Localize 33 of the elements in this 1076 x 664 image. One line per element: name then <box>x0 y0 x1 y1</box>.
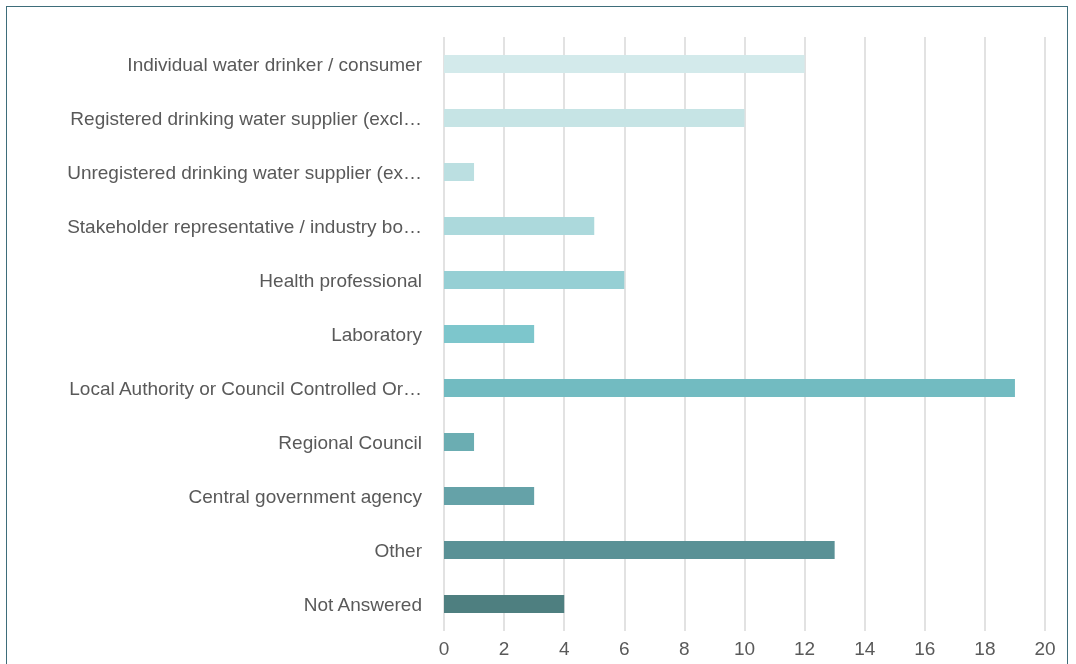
y-tick-label: Regional Council <box>278 431 422 453</box>
x-tick-label: 6 <box>619 638 630 659</box>
bar <box>444 487 535 505</box>
x-tick-label: 14 <box>854 638 876 659</box>
x-tick-label: 20 <box>1034 638 1056 659</box>
bar <box>444 433 475 451</box>
bar <box>444 163 475 181</box>
y-tick-label: Other <box>374 539 423 561</box>
y-tick-label: Local Authority or Council Controlled Or… <box>69 377 422 399</box>
y-tick-label: Not Answered <box>303 593 422 615</box>
bar <box>444 325 535 343</box>
y-tick-label: Unregistered drinking water supplier (ex… <box>67 161 422 183</box>
bar <box>444 541 835 559</box>
bar <box>444 55 805 73</box>
bar <box>444 271 625 289</box>
bar <box>444 109 745 127</box>
y-tick-label: Health professional <box>259 269 422 291</box>
x-tick-label: 2 <box>498 638 510 659</box>
bar <box>444 595 565 613</box>
x-tick-label: 4 <box>558 638 570 659</box>
bar <box>444 379 1015 397</box>
x-tick-label: 16 <box>914 638 936 659</box>
x-tick-label: 12 <box>794 638 816 659</box>
y-tick-label: Registered drinking water supplier (excl… <box>70 107 422 129</box>
y-tick-label: Central government agency <box>188 485 423 507</box>
x-tick-label: 10 <box>733 638 756 659</box>
x-tick-label: 18 <box>974 638 996 659</box>
y-tick-label: Stakeholder representative / industry bo… <box>67 215 422 237</box>
y-tick-label: Laboratory <box>331 323 423 345</box>
bar <box>444 217 595 235</box>
y-tick-label: Individual water drinker / consumer <box>127 53 423 75</box>
x-tick-label: 8 <box>679 638 690 659</box>
x-tick-label: 0 <box>438 638 450 659</box>
